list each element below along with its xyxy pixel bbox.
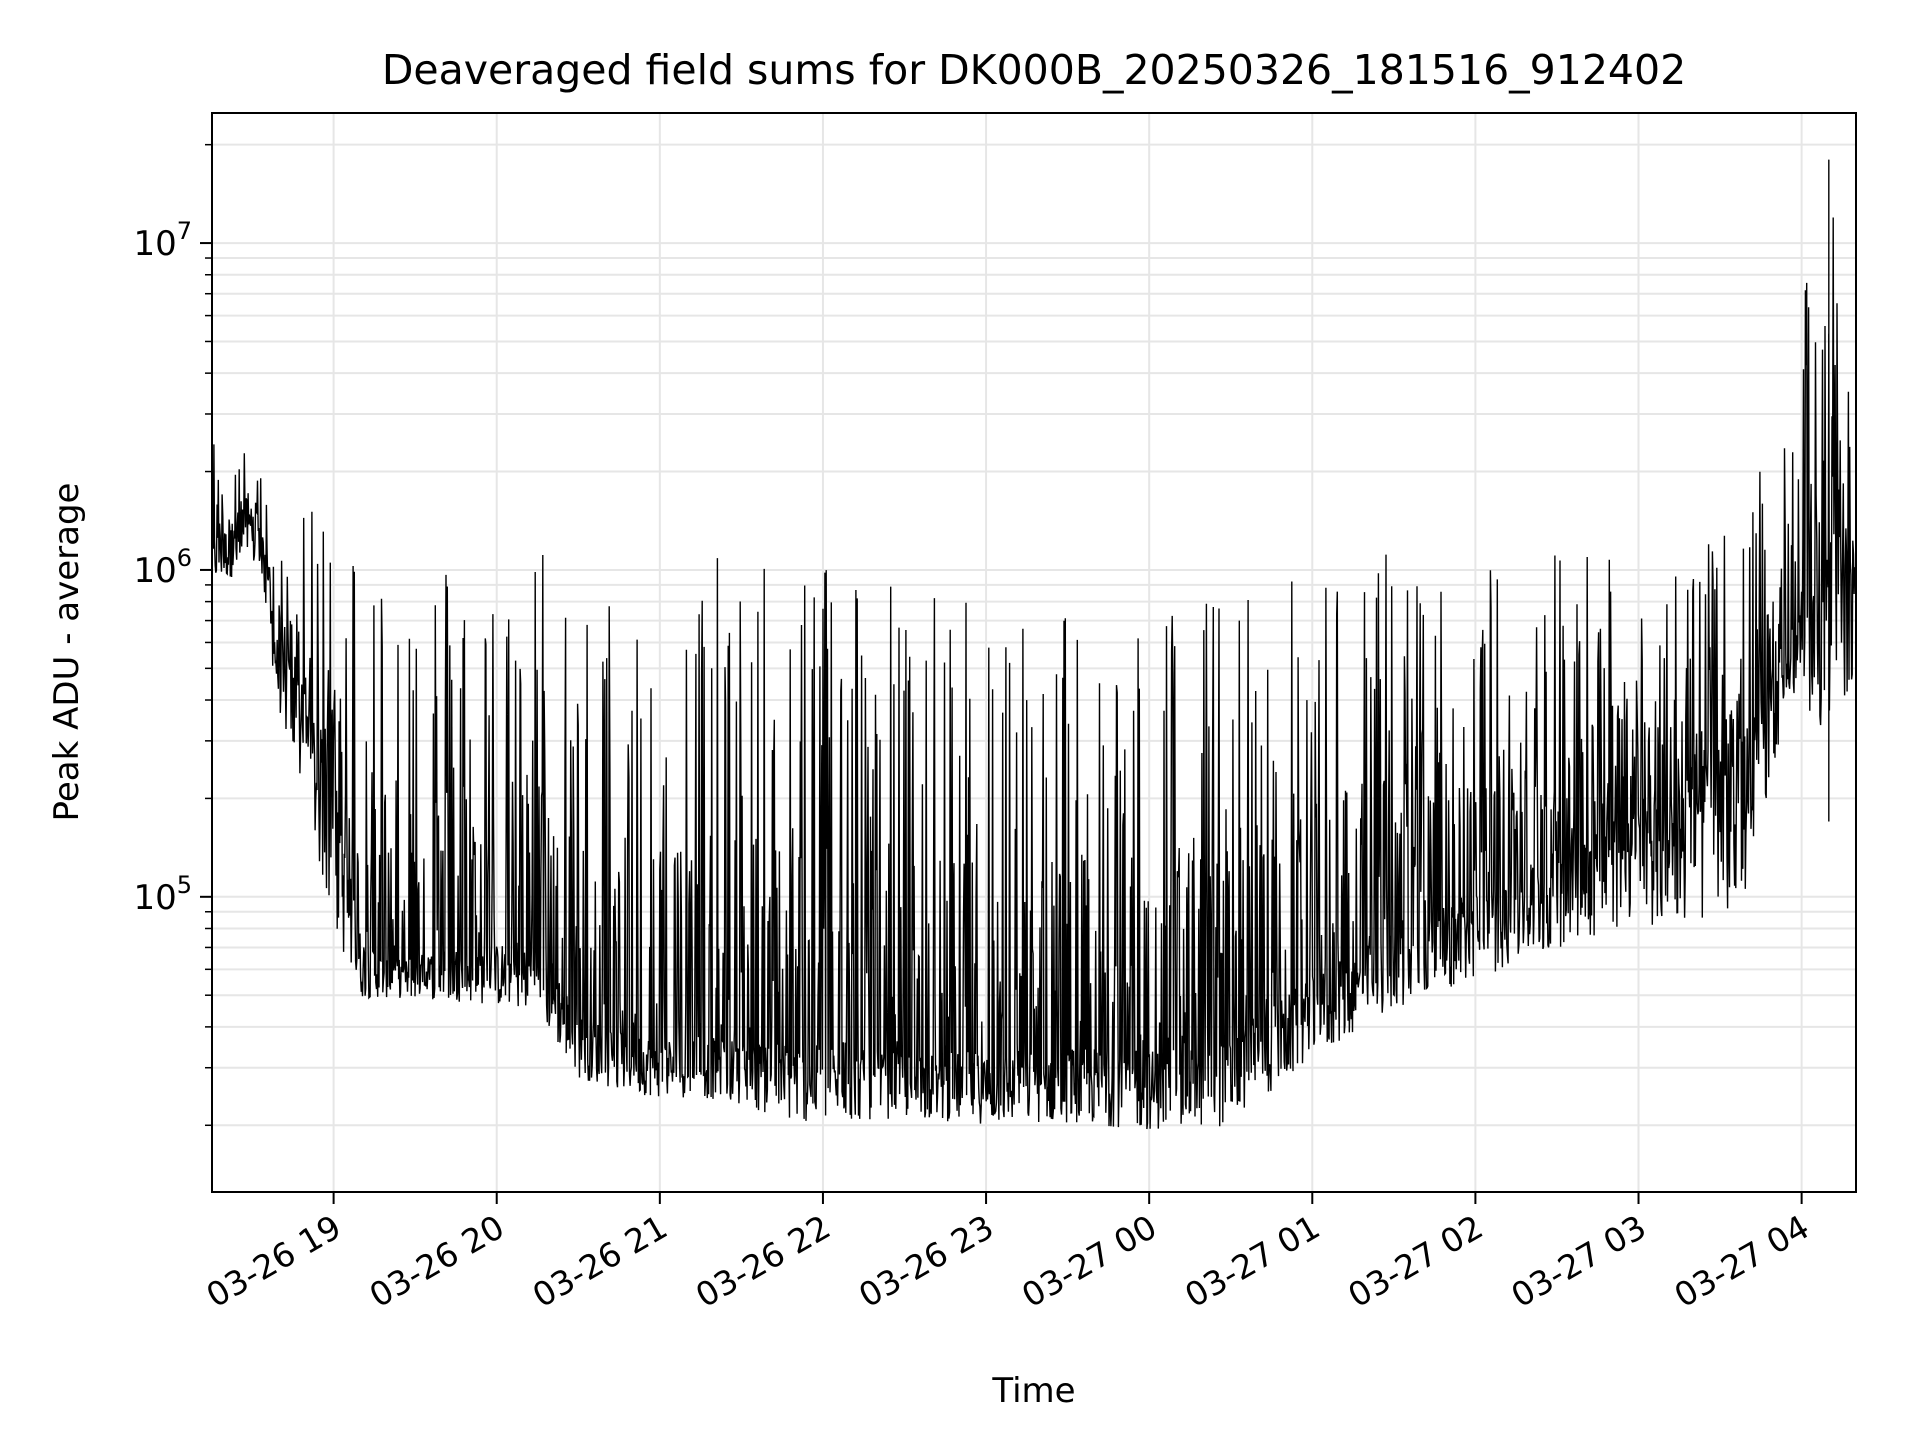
x-axis-label: Time xyxy=(991,1371,1075,1411)
y-axis-label: Peak ADU - average xyxy=(47,483,87,822)
chart-title: Deaveraged field sums for DK000B_2025032… xyxy=(382,46,1686,94)
plot-frame xyxy=(211,112,1857,1193)
y-tick-base: 10 xyxy=(133,224,176,264)
y-tick-base: 10 xyxy=(133,878,176,918)
y-tick-exponent: 6 xyxy=(177,544,192,572)
data-series xyxy=(212,159,1856,1130)
y-tick-label: 107 xyxy=(133,217,192,264)
y-tick-label: 105 xyxy=(133,871,192,918)
y-tick-exponent: 5 xyxy=(177,871,192,899)
y-tick-label: 106 xyxy=(133,544,192,591)
y-tick-base: 10 xyxy=(133,551,176,591)
series-line xyxy=(212,217,1856,1130)
y-tick-exponent: 7 xyxy=(177,217,192,245)
